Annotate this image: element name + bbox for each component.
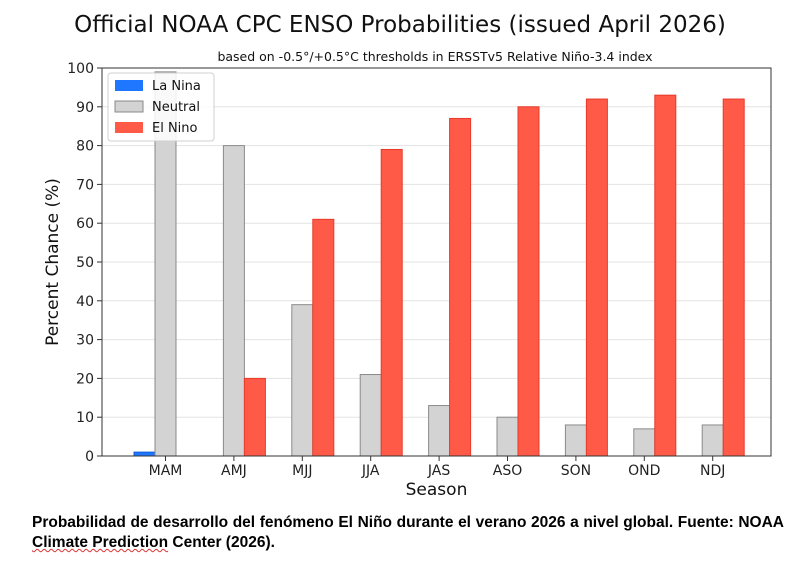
y-axis-label: Percent Chance (%)	[43, 178, 63, 346]
x-tick-label: OND	[628, 463, 660, 479]
legend-swatch	[115, 80, 143, 91]
bar	[564, 424, 587, 457]
bar	[654, 94, 677, 457]
bar	[222, 145, 245, 457]
bar	[449, 117, 472, 457]
bar	[585, 98, 608, 457]
caption-text-2: Climate Prediction	[32, 534, 169, 551]
bar	[291, 304, 314, 457]
y-tick-label: 20	[76, 371, 94, 387]
x-tick-label: JAS	[427, 463, 450, 479]
x-tick-label: ASO	[493, 463, 522, 479]
plot-frame	[101, 67, 772, 457]
x-tick-label: JJA	[361, 463, 380, 479]
bar	[243, 377, 266, 457]
legend-swatch	[114, 100, 144, 113]
x-axis-label: Season	[406, 480, 468, 500]
x-tick-label: SON	[561, 463, 591, 479]
bar	[312, 218, 335, 457]
bar	[722, 98, 745, 457]
figure-caption: Probabilidad de desarrollo del fenómeno …	[32, 513, 784, 553]
y-tick-label: 100	[67, 61, 94, 77]
x-tick-label: MJJ	[292, 463, 312, 479]
x-tick-label: MAM	[149, 463, 183, 479]
y-tick-label: 90	[76, 100, 94, 116]
bar	[496, 416, 519, 457]
bar	[428, 405, 451, 457]
enso-probability-chart: 0 10 20 30 40 50 60 70 80 90 100 MAM AMJ MJJ JJA JAS ASO…	[43, 61, 772, 500]
legend-label: La Nina	[152, 79, 201, 94]
bar	[359, 374, 382, 457]
chart-title: Official NOAA CPC ENSO Probabilities (is…	[74, 12, 726, 38]
y-tick-label: 40	[76, 294, 94, 310]
chart-subtitle: based on -0.5°/+0.5°C thresholds in ERSS…	[217, 49, 653, 64]
y-tick-label: 50	[76, 255, 94, 271]
y-tick-label: 60	[76, 216, 94, 232]
x-tick-label: NDJ	[700, 463, 725, 479]
legend-label: El Nino	[152, 121, 198, 136]
y-tick-label: 30	[76, 333, 94, 349]
y-tick-label: 80	[76, 139, 94, 155]
y-tick-label: 70	[76, 177, 94, 193]
caption-text-3: Center (2026).	[168, 534, 275, 551]
legend-swatch	[115, 122, 143, 133]
bar	[380, 148, 403, 457]
bar	[701, 424, 724, 457]
caption-text-1: Probabilidad de desarrollo del fenómeno …	[32, 514, 784, 531]
y-tick-label: 0	[85, 449, 94, 465]
bar	[517, 106, 540, 457]
x-tick-label: AMJ	[221, 463, 247, 479]
legend-label: Neutral	[152, 100, 200, 115]
y-tick-label: 10	[76, 410, 94, 426]
bar	[633, 428, 656, 457]
bar	[133, 451, 156, 457]
